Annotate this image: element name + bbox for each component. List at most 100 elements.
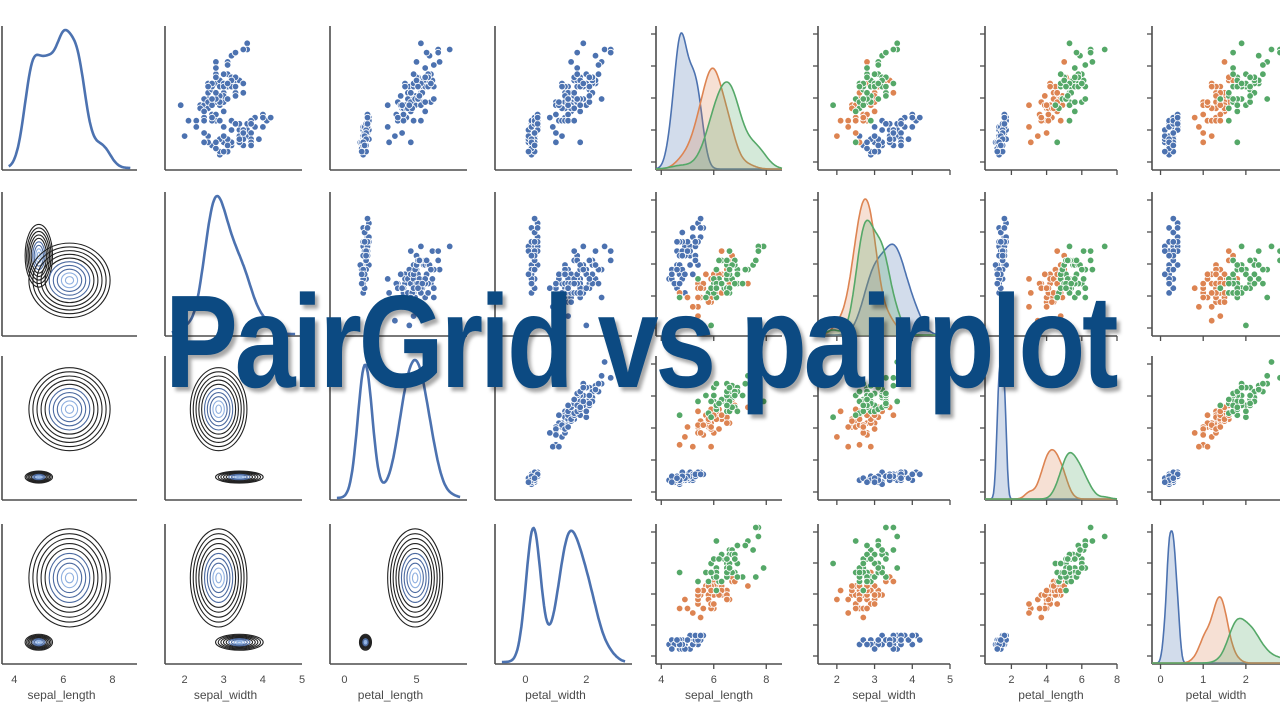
kde-curve-setosa: [655, 32, 782, 170]
kde-contour: [198, 379, 239, 439]
kde-contour: [33, 244, 44, 267]
kde-contour: [29, 636, 49, 649]
kde-contour: [209, 562, 228, 594]
kde-curve-virginica: [985, 451, 1118, 500]
x-tick-label: 0: [522, 674, 528, 686]
kde-contour: [387, 528, 444, 628]
scatter-points: [1161, 358, 1280, 488]
panel-petal_length-vs-sepal_length: [1, 356, 137, 501]
panel-sepal_length-vs-petal_width: [1147, 26, 1280, 175]
kde-contour: [206, 557, 231, 599]
panel-sepal_length-vs-sepal_length: [651, 26, 783, 175]
kde-fill-setosa: [985, 363, 1117, 500]
kde-contour: [27, 230, 51, 281]
kde-contour: [28, 528, 111, 628]
kde-contour: [33, 474, 44, 480]
x-axis-label: sepal_length: [27, 688, 95, 702]
kde-fill-versicolor: [1152, 596, 1280, 664]
kde-contour: [222, 472, 256, 482]
kde-contour: [359, 634, 372, 650]
kde-contour: [48, 552, 91, 603]
panel-sepal_length-vs-petal_width: [494, 26, 632, 171]
panel-petal_width-vs-sepal_length: 4 6 8 sepal_length: [651, 523, 782, 702]
kde-contour: [233, 475, 246, 479]
x-axis-label: petal_width: [1186, 688, 1247, 702]
kde-contour: [212, 567, 225, 589]
panel-sepal_width-vs-petal_width: [1147, 192, 1280, 341]
scatter-points: [176, 39, 275, 159]
scatter-points: [524, 39, 615, 159]
kde-curve-virginica: [817, 219, 950, 336]
kde-contour: [40, 543, 99, 613]
panel-sepal_length-vs-petal_length: [329, 26, 467, 171]
x-tick-label: 8: [109, 674, 115, 686]
kde-contour: [362, 638, 369, 647]
scatter-points: [356, 214, 454, 330]
kde-curve: [171, 194, 296, 336]
scatter-points: [1161, 39, 1280, 159]
x-axis-label: petal_length: [358, 688, 423, 702]
kde-contour: [215, 404, 222, 414]
scatter-points: [829, 523, 924, 653]
kde-contour: [27, 471, 51, 483]
kde-contour: [36, 251, 41, 260]
scatter-points: [524, 214, 615, 330]
x-tick-label: 2: [583, 674, 589, 686]
kde-contour: [60, 400, 79, 419]
panel-petal_length-vs-petal_length: [329, 356, 467, 501]
x-tick-label: 5: [947, 674, 953, 686]
kde-contour: [48, 261, 91, 300]
kde-contour: [398, 547, 433, 608]
kde-contour: [64, 404, 75, 414]
kde-contour: [44, 547, 95, 608]
kde-contour: [230, 474, 248, 480]
panel-sepal_length-vs-petal_length: [980, 26, 1118, 175]
x-tick-label: 0: [1157, 674, 1163, 686]
kde-contour: [217, 471, 262, 483]
x-tick-label: 8: [1114, 674, 1120, 686]
x-axis-label: petal_width: [525, 688, 586, 702]
x-tick-label: 2: [1243, 674, 1249, 686]
x-tick-label: 6: [60, 674, 66, 686]
x-tick-label: 0: [341, 674, 347, 686]
kde-contour: [220, 635, 259, 649]
kde-contour: [362, 638, 369, 646]
x-axis-label: petal_length: [1018, 688, 1083, 702]
kde-contour: [217, 634, 262, 650]
kde-contour: [360, 636, 371, 649]
kde-contour: [24, 470, 54, 484]
kde-contour: [36, 538, 103, 618]
panel-petal_width-vs-petal_length: 2 4 6 8 petal_length: [980, 523, 1120, 702]
scatter-points: [991, 39, 1109, 159]
kde-contour: [392, 538, 438, 618]
kde-contour: [64, 572, 75, 584]
kde-contour: [201, 547, 237, 608]
kde-fill-setosa: [656, 33, 782, 170]
kde-contour: [27, 635, 51, 649]
kde-contour: [44, 383, 95, 435]
kde-contour: [28, 367, 111, 452]
kde-contour: [60, 272, 79, 289]
panel-petal_width-vs-sepal_width: 2 3 4 5 sepal_width: [164, 524, 305, 702]
pairplot-figure: 4 6 8 sepal_length 2 3 4 5 sepal_width 2 4 6 8 petal_…: [651, 26, 1280, 702]
kde-contour: [360, 635, 371, 649]
x-tick-label: 1: [1200, 674, 1206, 686]
kde-contour: [228, 638, 251, 647]
kde-contour: [24, 633, 54, 651]
x-axis-label: sepal_width: [194, 688, 257, 702]
kde-contour: [28, 242, 111, 319]
kde-contour: [56, 562, 83, 594]
kde-contour: [395, 543, 435, 613]
panel-sepal_width-vs-sepal_length: [651, 192, 782, 341]
kde-contour: [33, 638, 44, 646]
kde-contour: [32, 533, 107, 623]
kde-contour: [189, 528, 248, 628]
kde-contour: [225, 637, 254, 648]
kde-contour: [29, 234, 49, 278]
panel-sepal_width-vs-petal_width: [494, 192, 632, 337]
kde-contour: [225, 473, 254, 481]
panel-petal_length-vs-sepal_width: [813, 356, 951, 505]
kde-curve: [336, 358, 461, 500]
kde-contour: [36, 250, 103, 311]
x-tick-label: 2: [182, 674, 188, 686]
